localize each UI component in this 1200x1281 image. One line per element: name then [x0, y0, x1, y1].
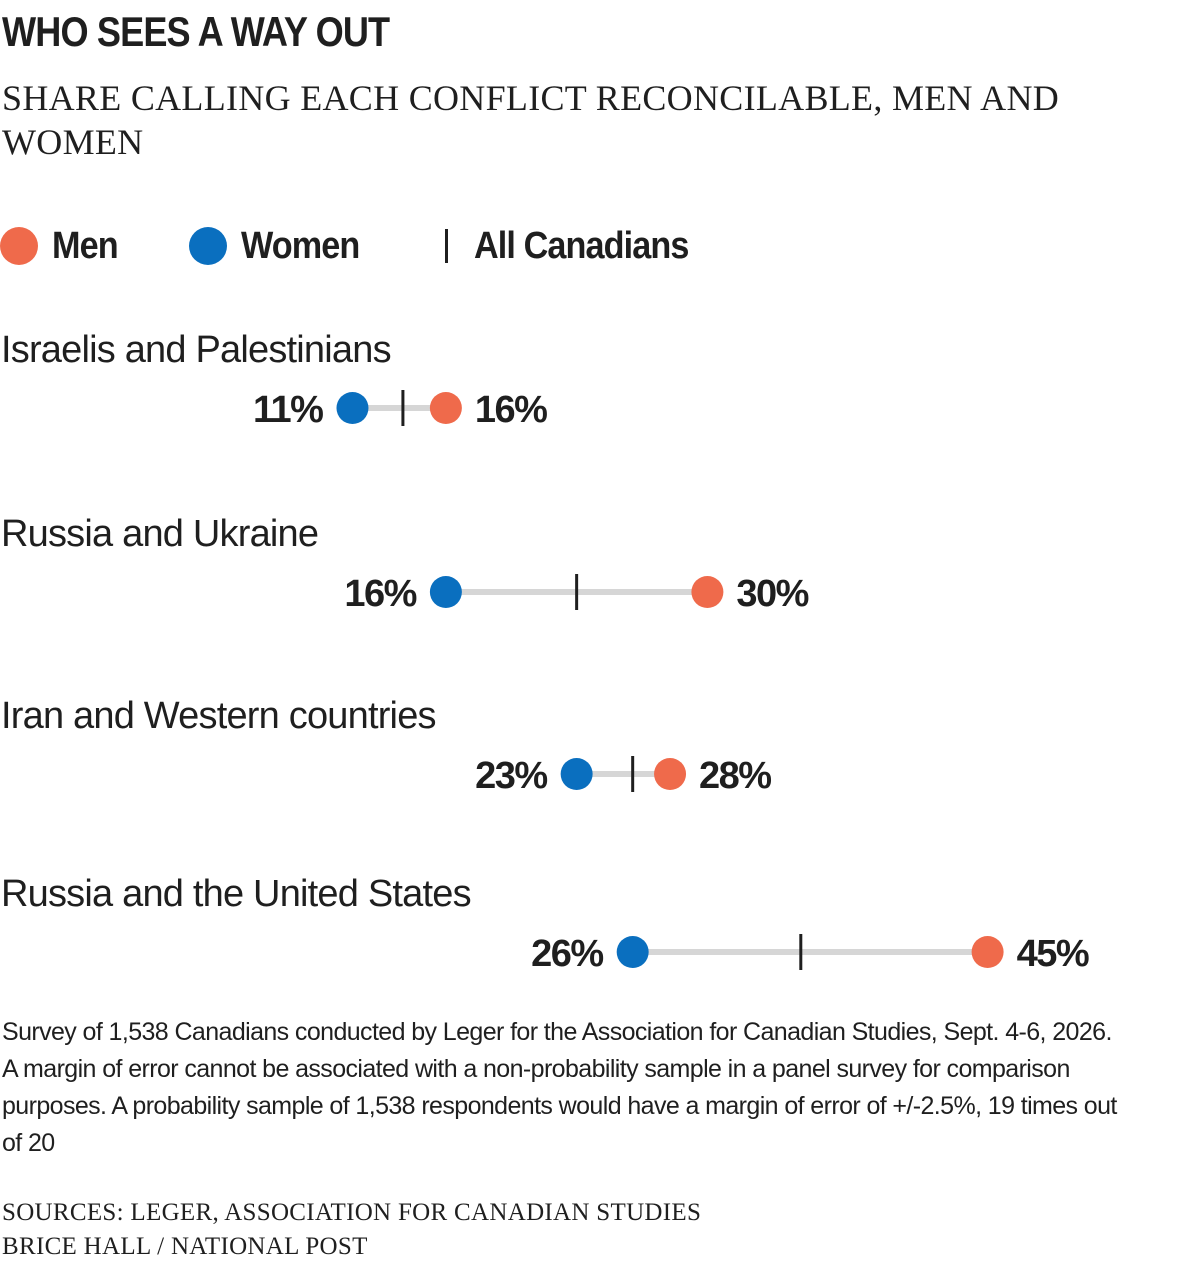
row-category-label: Russia and the United States	[1, 873, 471, 915]
legend-item-men: Men	[0, 222, 125, 270]
men-value-label: 28%	[699, 755, 771, 797]
legend-men-label: Men	[52, 224, 119, 267]
legend-women-dot	[189, 227, 227, 265]
men-dot	[429, 392, 462, 424]
legend-men-dot	[0, 227, 38, 265]
women-value-label: 11%	[253, 389, 323, 431]
credit-line: BRICE HALL / NATIONAL POST	[2, 1233, 368, 1260]
men-value-label: 30%	[736, 573, 808, 615]
women-value-label: 23%	[475, 755, 547, 797]
men-dot	[691, 576, 724, 608]
legend: Men Women All Canadians	[0, 222, 900, 270]
women-dot	[560, 758, 593, 790]
legend-item-women: Women	[189, 222, 373, 270]
sources-line: SOURCES: LEGER, ASSOCIATION FOR CANADIAN…	[2, 1199, 702, 1226]
women-dot	[616, 936, 649, 968]
row-category-label: Iran and Western countries	[1, 695, 436, 737]
legend-item-all-canadians: All Canadians	[445, 222, 712, 270]
sources-block: SOURCES: LEGER, ASSOCIATION FOR CANADIAN…	[2, 1196, 701, 1264]
men-value-label: 16%	[475, 389, 547, 431]
men-value-label: 45%	[1017, 933, 1089, 975]
men-dot	[654, 758, 687, 790]
legend-women-label: Women	[241, 224, 360, 267]
row-category-label: Israelis and Palestinians	[1, 329, 391, 371]
survey-notes: Survey of 1,538 Canadians conducted by L…	[2, 1018, 1117, 1157]
men-dot	[971, 936, 1004, 968]
women-value-label: 16%	[344, 573, 416, 615]
women-dot	[429, 576, 462, 608]
women-value-label: 26%	[531, 933, 603, 975]
women-dot	[336, 392, 369, 424]
chart-title: WHO SEES A WAY OUT	[2, 8, 390, 55]
row-category-label: Russia and Ukraine	[1, 513, 318, 555]
chart-subtitle: SHARE CALLING EACH CONFLICT RECONCILABLE…	[2, 78, 1060, 162]
legend-all-tick	[445, 229, 448, 263]
dot-range-chart: Israelis and Palestinians 11% 16% Russia an…	[1, 329, 1090, 975]
legend-all-label: All Canadians	[474, 224, 689, 267]
